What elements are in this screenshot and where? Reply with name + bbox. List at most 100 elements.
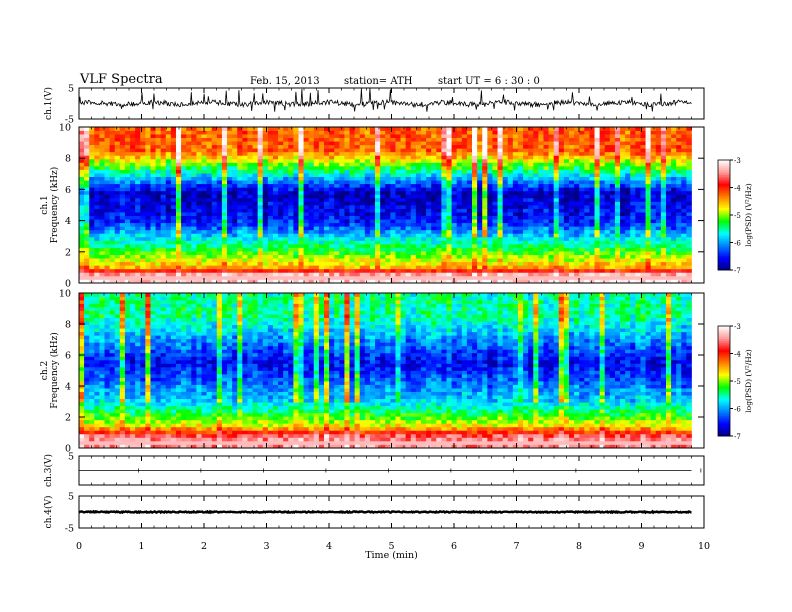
spectrogram-cell <box>318 261 325 266</box>
spectrogram-cell <box>175 251 182 255</box>
spectrogram-cell <box>502 144 509 149</box>
spectrogram-cell <box>155 158 162 163</box>
spectrogram-cell <box>461 151 468 156</box>
spectrogram-cell <box>130 275 136 280</box>
spectrogram-cell <box>609 151 616 156</box>
spectrogram-cell <box>420 205 427 209</box>
spectrogram-cell <box>410 158 417 163</box>
spectrogram-cell <box>369 254 376 259</box>
spectrogram-cell <box>523 236 529 241</box>
spectrogram-cell <box>293 183 299 188</box>
spectrogram-cell <box>609 208 616 213</box>
spectrogram-cell <box>94 169 100 174</box>
spectrogram-cell <box>390 279 396 284</box>
spectrogram-cell <box>221 166 228 170</box>
spectrogram-cell <box>298 268 304 273</box>
spectrogram-cell <box>247 240 253 245</box>
spectrogram-cell <box>385 244 391 248</box>
spectrogram-cell <box>620 201 626 206</box>
spectrogram-cell <box>477 275 483 280</box>
spectrogram-cell <box>79 166 85 170</box>
spectrogram-cell <box>405 166 412 170</box>
spectrogram-cell <box>625 201 631 206</box>
spectrogram-cell <box>410 134 417 138</box>
spectrogram-cell <box>145 158 151 163</box>
spectrogram-cell <box>145 183 151 188</box>
spectrogram-cell <box>175 134 182 138</box>
spectrogram-cell <box>201 137 207 142</box>
spectrogram-cell <box>262 265 269 270</box>
spectrogram-cell <box>324 215 330 220</box>
spectrogram-cell <box>620 247 626 252</box>
spectrogram-cell <box>318 244 325 248</box>
spectrogram-cell <box>385 268 391 273</box>
spectrogram-cell <box>415 162 422 167</box>
spectrogram-cell <box>604 244 611 248</box>
spectrogram-cell <box>487 212 493 216</box>
spectrogram-cell <box>426 205 432 209</box>
spectrogram-cell <box>232 272 238 277</box>
spectrogram-cell <box>114 144 121 149</box>
spectrogram-cell <box>349 251 355 255</box>
spectrogram-cell <box>313 265 320 270</box>
spectrogram-cell <box>278 190 284 195</box>
spectrogram-cell <box>211 265 218 270</box>
spectrogram-cell <box>451 258 458 263</box>
spectrogram-cell <box>589 169 595 174</box>
spectrogram-cell <box>502 141 509 146</box>
spectrogram-cell <box>415 134 422 138</box>
spectrogram-cell <box>395 236 401 241</box>
spectrogram-cell <box>523 215 529 220</box>
spectrogram-cell <box>620 215 626 220</box>
spectrogram-cell <box>140 229 146 234</box>
spectrogram-cell <box>329 162 335 167</box>
spectrogram-cell <box>211 233 218 238</box>
spectrogram-cell <box>160 268 167 273</box>
spectrogram-cell <box>339 155 345 160</box>
spectrogram-cell <box>482 254 488 259</box>
spectrogram-cell <box>89 247 95 252</box>
spectrogram-cell <box>466 205 473 209</box>
spectrogram-cell <box>502 215 509 220</box>
waveform-trace <box>78 88 692 112</box>
spectrogram-cell <box>528 236 534 241</box>
spectrogram-cell <box>160 127 167 131</box>
spectrogram-cell <box>369 226 376 231</box>
spectrogram-cell <box>84 261 90 266</box>
spectrogram-cell <box>635 244 641 248</box>
spectrogram-cell <box>446 201 452 206</box>
spectrogram-cell <box>553 197 560 202</box>
spectrogram-cell <box>482 212 488 216</box>
spectrogram-cell <box>283 155 289 160</box>
spectrogram-cell <box>227 272 233 277</box>
spectrogram-cell <box>262 173 269 177</box>
spectrogram-cell <box>324 247 330 252</box>
spectrogram-cell <box>420 127 427 131</box>
spectrogram-cell <box>451 215 458 220</box>
spectrogram-cell <box>461 244 468 248</box>
spectrogram-cell <box>492 187 498 192</box>
spectrogram-cell <box>329 173 335 177</box>
spectrogram-cell <box>502 205 509 209</box>
spectrogram-cell <box>160 194 167 199</box>
spectrogram-cell <box>124 137 131 142</box>
spectrogram-cell <box>385 240 391 245</box>
spectrogram-cell <box>288 212 294 216</box>
spectrogram-cell <box>369 275 376 280</box>
spectrogram-cell <box>150 197 156 202</box>
spectrogram-cell <box>533 205 539 209</box>
spectrogram-cell <box>543 151 549 156</box>
spectrogram-cell <box>517 254 524 259</box>
spectrogram-cell <box>293 272 299 277</box>
spectrogram-cell <box>145 219 151 224</box>
spectrogram-cell <box>635 148 641 153</box>
spectrogram-cell <box>380 268 386 273</box>
spectrogram-cell <box>558 134 565 138</box>
spectrogram-cell <box>579 169 585 174</box>
spectrogram-cell <box>517 205 524 209</box>
spectrogram-cell <box>339 233 345 238</box>
spectrogram-cell <box>369 279 376 284</box>
spectrogram-cell <box>375 166 381 170</box>
spectrogram-cell <box>451 173 458 177</box>
spectrogram-cell <box>640 215 646 220</box>
